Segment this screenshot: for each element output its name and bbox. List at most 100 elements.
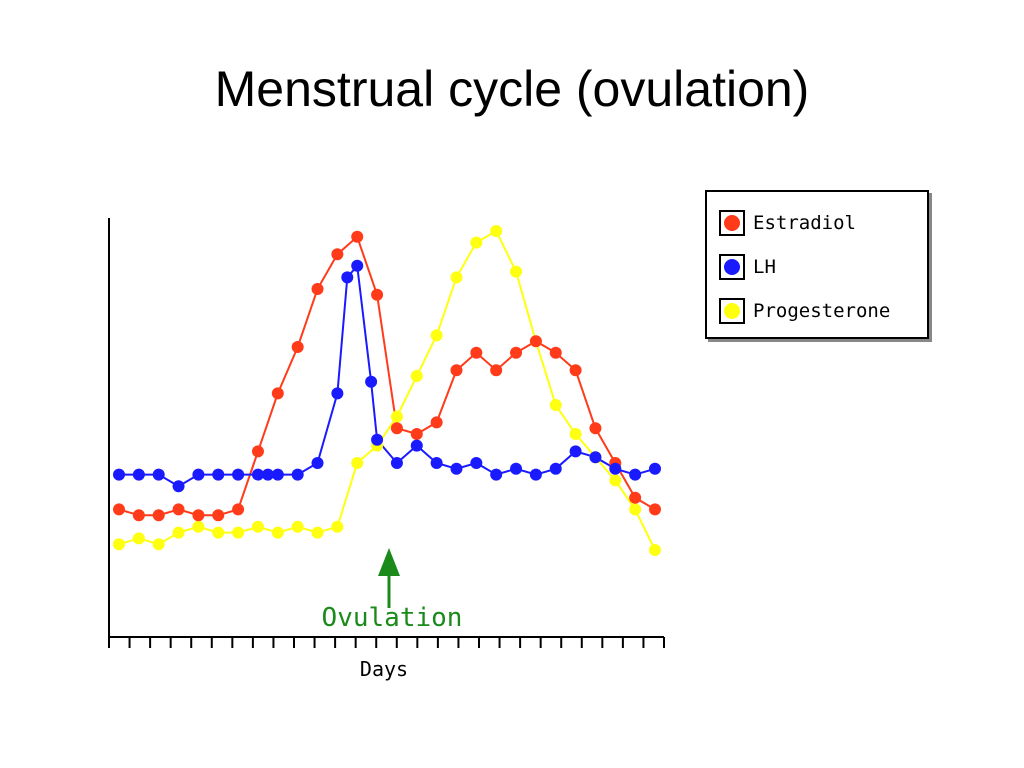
data-point-progesterone bbox=[549, 399, 562, 411]
data-point-lh bbox=[261, 468, 274, 481]
data-point-estradiol bbox=[649, 503, 661, 516]
data-point-progesterone bbox=[569, 428, 582, 440]
data-point-lh bbox=[365, 375, 378, 388]
data-point-estradiol bbox=[271, 387, 284, 400]
data-point-estradiol bbox=[371, 288, 384, 301]
data-point-estradiol bbox=[549, 346, 562, 359]
data-point-estradiol bbox=[470, 346, 483, 359]
data-point-estradiol bbox=[232, 503, 245, 516]
data-point-estradiol bbox=[311, 283, 324, 295]
data-point-progesterone bbox=[351, 457, 364, 469]
data-point-progesterone bbox=[271, 526, 284, 539]
data-point-estradiol bbox=[589, 422, 602, 435]
data-point-estradiol bbox=[629, 491, 642, 504]
data-point-estradiol bbox=[172, 503, 185, 516]
data-point-lh bbox=[212, 468, 225, 481]
data-point-lh bbox=[341, 271, 354, 284]
data-point-estradiol bbox=[132, 509, 145, 522]
ovulation-arrow-head bbox=[378, 548, 400, 576]
data-point-lh bbox=[529, 468, 542, 481]
data-point-lh bbox=[251, 468, 264, 481]
data-point-estradiol bbox=[430, 416, 443, 429]
chart-points bbox=[113, 225, 661, 556]
data-point-lh bbox=[351, 259, 364, 272]
data-point-estradiol bbox=[390, 422, 403, 435]
legend: Estradiol LH Progesterone bbox=[705, 190, 929, 339]
data-point-estradiol bbox=[251, 445, 264, 458]
data-point-lh bbox=[470, 457, 483, 469]
data-point-progesterone bbox=[490, 225, 503, 237]
data-point-progesterone bbox=[192, 520, 205, 533]
data-point-estradiol bbox=[291, 341, 304, 353]
series-line-estradiol bbox=[118, 235, 656, 517]
legend-label-estradiol: Estradiol bbox=[753, 212, 856, 234]
data-point-lh bbox=[490, 468, 503, 481]
data-point-progesterone bbox=[450, 271, 463, 284]
data-point-estradiol bbox=[212, 509, 225, 522]
data-point-progesterone bbox=[331, 520, 344, 533]
data-point-lh bbox=[311, 457, 324, 469]
data-point-lh bbox=[271, 468, 284, 481]
data-point-estradiol bbox=[351, 230, 364, 243]
data-point-progesterone bbox=[430, 329, 443, 342]
data-point-progesterone bbox=[390, 410, 403, 423]
legend-item-lh: LH bbox=[719, 254, 776, 280]
data-point-progesterone bbox=[629, 503, 642, 516]
chart-lines bbox=[118, 229, 656, 551]
data-point-progesterone bbox=[609, 474, 622, 487]
data-point-estradiol bbox=[529, 335, 542, 348]
ovulation-annotation: Ovulation bbox=[322, 548, 463, 633]
slide-title: Menstrual cycle (ovulation) bbox=[214, 61, 810, 117]
data-point-progesterone bbox=[113, 538, 125, 551]
legend-swatch-progesterone bbox=[719, 298, 745, 324]
data-point-lh bbox=[192, 468, 205, 481]
legend-item-estradiol: Estradiol bbox=[719, 210, 856, 236]
data-point-progesterone bbox=[132, 532, 145, 545]
data-point-lh bbox=[609, 462, 622, 475]
data-point-lh bbox=[589, 451, 602, 464]
data-point-estradiol bbox=[192, 509, 205, 522]
data-point-estradiol bbox=[490, 364, 503, 377]
data-point-lh bbox=[390, 457, 403, 469]
data-point-progesterone bbox=[232, 526, 245, 539]
data-point-progesterone bbox=[649, 544, 661, 556]
data-point-progesterone bbox=[470, 236, 483, 249]
ovulation-label: Ovulation bbox=[322, 603, 463, 633]
data-point-estradiol bbox=[113, 503, 125, 516]
data-point-lh bbox=[291, 468, 304, 481]
data-point-lh bbox=[331, 387, 344, 400]
legend-label-progesterone: Progesterone bbox=[753, 300, 891, 322]
data-point-lh bbox=[450, 462, 463, 475]
legend-swatch-lh bbox=[719, 254, 745, 280]
data-point-lh bbox=[132, 468, 145, 481]
x-axis-label: Days bbox=[360, 657, 408, 681]
data-point-lh bbox=[113, 468, 125, 481]
data-point-estradiol bbox=[152, 509, 165, 522]
data-point-lh bbox=[649, 462, 661, 475]
data-point-estradiol bbox=[569, 364, 582, 377]
data-point-lh bbox=[430, 457, 443, 469]
data-point-estradiol bbox=[510, 346, 523, 359]
data-point-progesterone bbox=[251, 520, 264, 533]
data-point-lh bbox=[410, 439, 423, 452]
data-point-lh bbox=[371, 433, 384, 446]
data-point-lh bbox=[510, 462, 523, 475]
legend-item-progesterone: Progesterone bbox=[719, 298, 890, 324]
data-point-lh bbox=[549, 462, 562, 475]
data-point-estradiol bbox=[410, 428, 423, 440]
data-point-lh bbox=[232, 468, 245, 481]
data-point-lh bbox=[152, 468, 165, 481]
data-point-progesterone bbox=[172, 526, 185, 539]
data-point-progesterone bbox=[212, 526, 225, 539]
chart-axes bbox=[108, 218, 665, 648]
data-point-progesterone bbox=[410, 370, 423, 382]
data-point-progesterone bbox=[152, 538, 165, 551]
data-point-progesterone bbox=[510, 265, 523, 278]
data-point-lh bbox=[629, 468, 642, 481]
legend-label-lh: LH bbox=[753, 256, 776, 278]
data-point-estradiol bbox=[450, 364, 463, 377]
series-line-progesterone bbox=[118, 229, 656, 551]
data-point-progesterone bbox=[291, 520, 304, 533]
data-point-progesterone bbox=[311, 526, 324, 539]
